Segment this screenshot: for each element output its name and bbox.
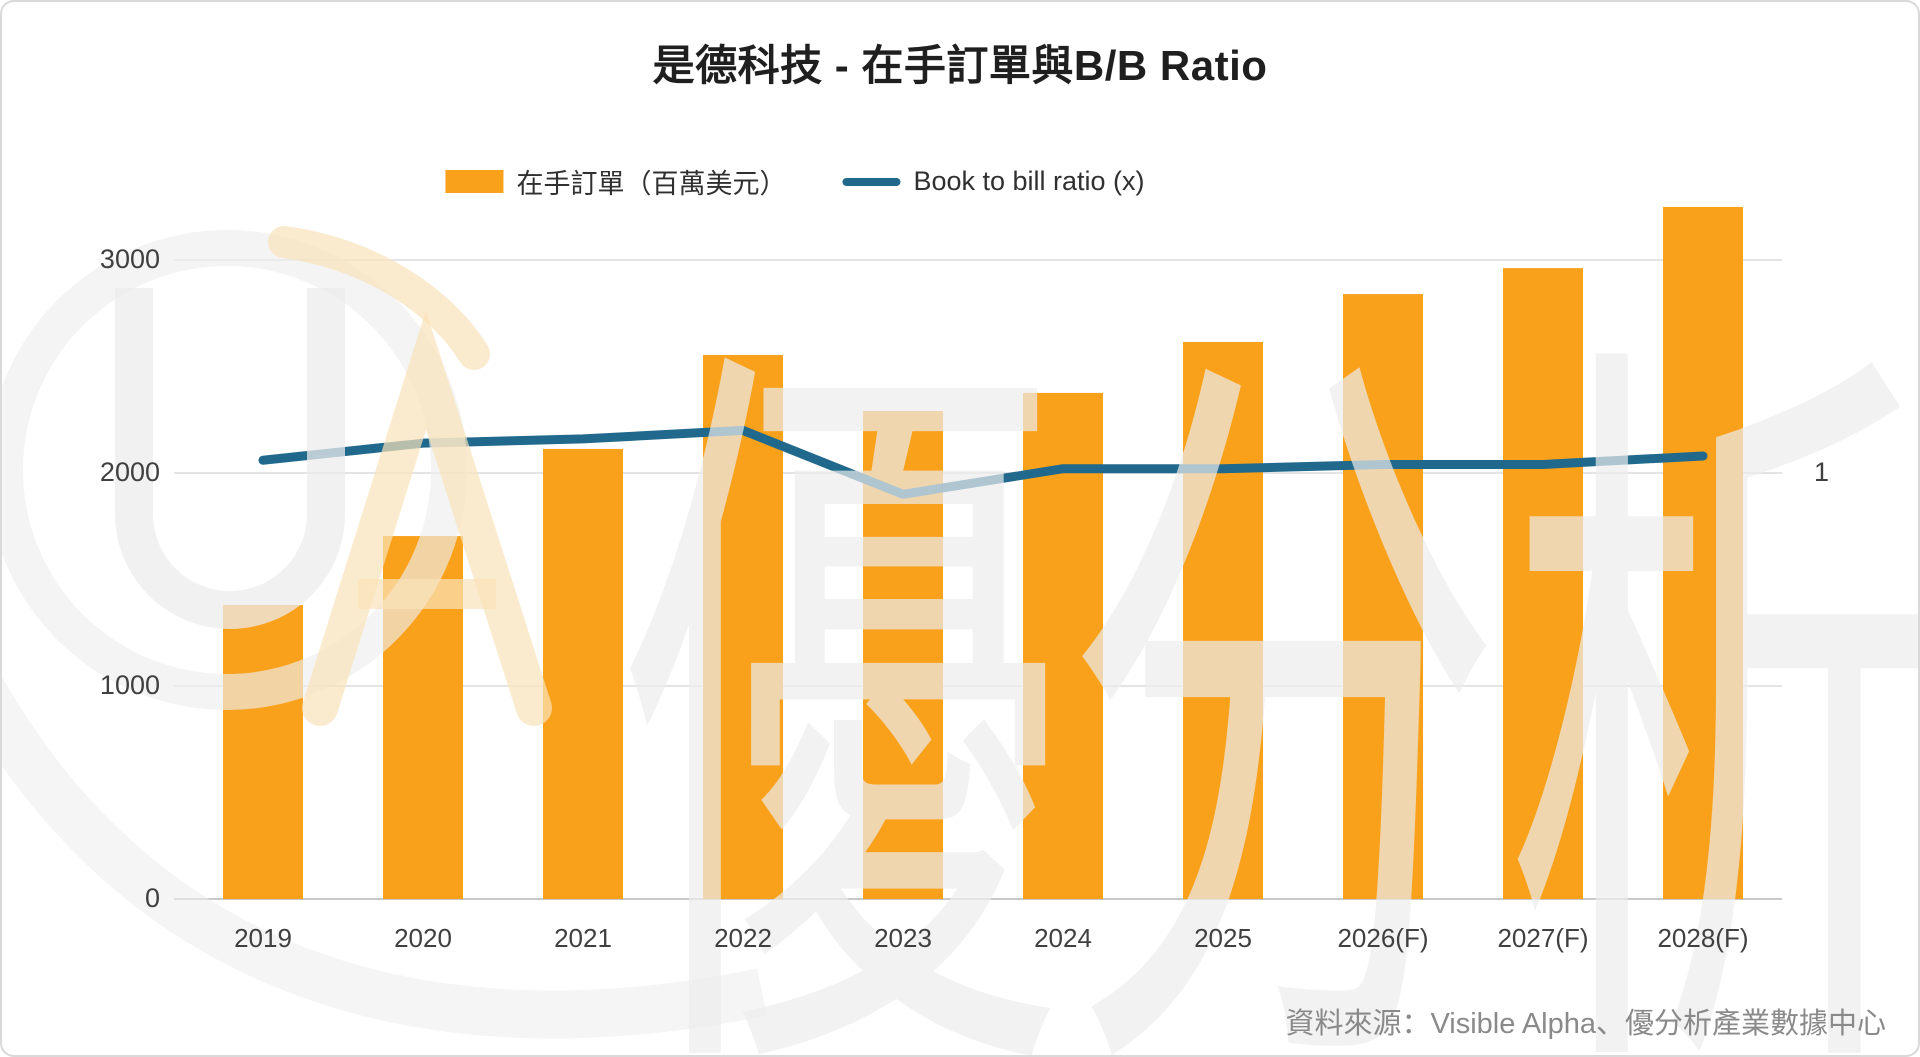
bar-2022: [703, 354, 783, 899]
legend-item-backlog: 在手訂單（百萬美元）: [445, 162, 786, 201]
legend-bar-label: 在手訂單（百萬美元）: [516, 169, 787, 199]
bar-2020: [383, 536, 463, 899]
legend: 在手訂單（百萬美元） Book to bill ratio (x): [445, 162, 1145, 201]
bar-2026(F): [1343, 294, 1423, 900]
legend-bar-swatch: [445, 170, 504, 193]
bar-2025: [1183, 342, 1263, 899]
legend-item-ratio: Book to bill ratio (x): [842, 166, 1145, 197]
page-title: 是德科技 - 在手訂單與B/B Ratio: [652, 42, 1268, 89]
legend-line-label: Book to bill ratio (x): [913, 166, 1145, 196]
book-to-bill-line: [258, 425, 1708, 499]
source-note: 資料來源：Visible Alpha、優分析產業數據中心: [1285, 1008, 1886, 1040]
legend-line-swatch: [842, 177, 901, 186]
bar-2028(F): [1663, 206, 1743, 899]
bar-2021: [543, 448, 623, 899]
bar-2027(F): [1503, 268, 1583, 899]
bar-2019: [223, 605, 303, 899]
